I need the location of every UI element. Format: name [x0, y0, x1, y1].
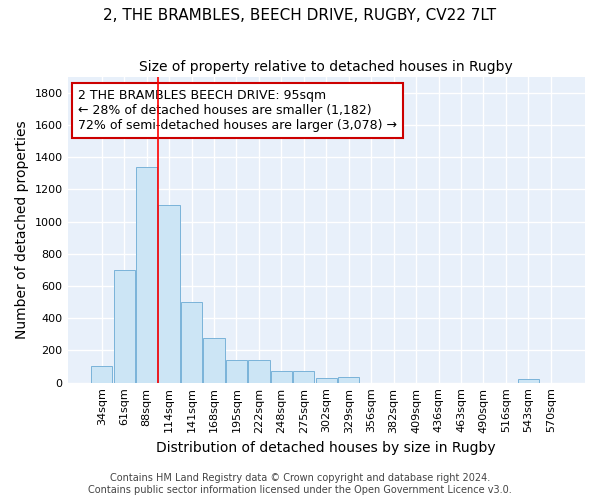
Bar	[271, 370, 292, 382]
Bar	[136, 167, 157, 382]
Bar	[518, 380, 539, 382]
Bar	[248, 360, 269, 382]
Bar	[113, 270, 135, 382]
Bar	[338, 377, 359, 382]
X-axis label: Distribution of detached houses by size in Rugby: Distribution of detached houses by size …	[157, 441, 496, 455]
Text: Contains HM Land Registry data © Crown copyright and database right 2024.
Contai: Contains HM Land Registry data © Crown c…	[88, 474, 512, 495]
Bar	[226, 360, 247, 382]
Bar	[203, 338, 224, 382]
Y-axis label: Number of detached properties: Number of detached properties	[15, 120, 29, 339]
Text: 2 THE BRAMBLES BEECH DRIVE: 95sqm
← 28% of detached houses are smaller (1,182)
7: 2 THE BRAMBLES BEECH DRIVE: 95sqm ← 28% …	[78, 89, 397, 132]
Title: Size of property relative to detached houses in Rugby: Size of property relative to detached ho…	[139, 60, 513, 74]
Text: 2, THE BRAMBLES, BEECH DRIVE, RUGBY, CV22 7LT: 2, THE BRAMBLES, BEECH DRIVE, RUGBY, CV2…	[103, 8, 497, 22]
Bar	[91, 366, 112, 382]
Bar	[316, 378, 337, 382]
Bar	[158, 206, 180, 382]
Bar	[293, 370, 314, 382]
Bar	[181, 302, 202, 382]
